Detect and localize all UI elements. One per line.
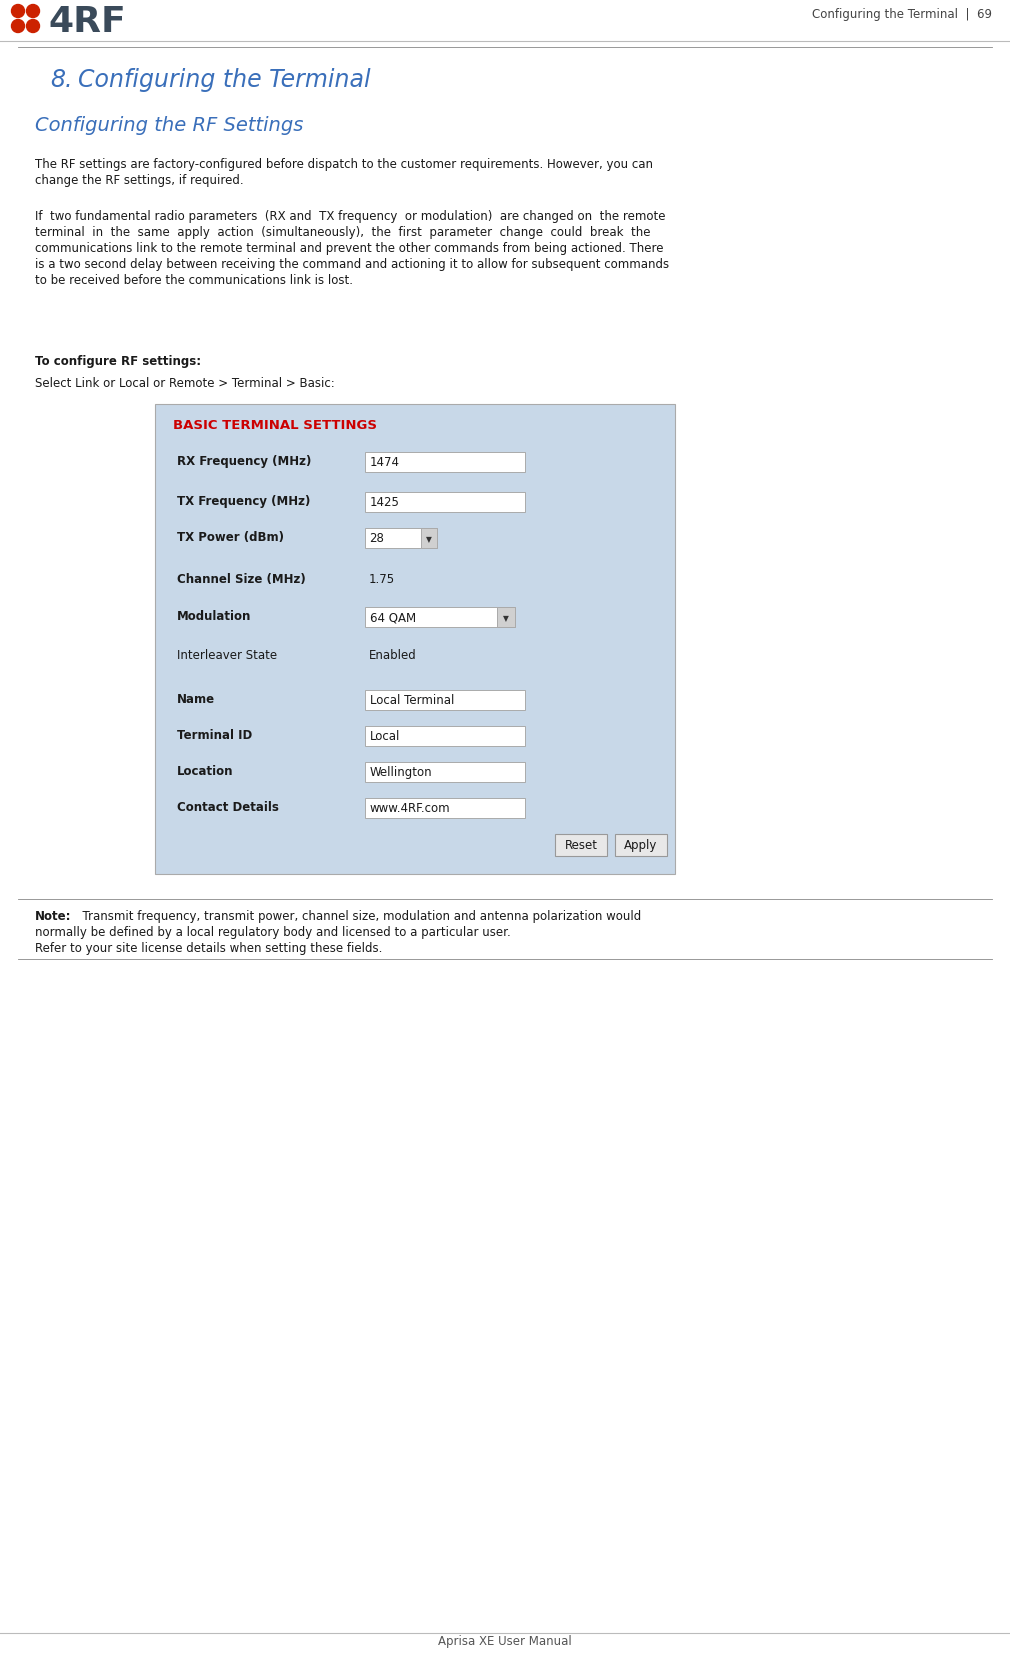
Text: ▼: ▼: [426, 535, 432, 544]
Circle shape: [11, 20, 24, 33]
Text: 8.: 8.: [50, 68, 73, 93]
Bar: [615, 834, 667, 857]
Text: ▼: ▼: [503, 614, 509, 624]
Circle shape: [26, 20, 39, 33]
Bar: [365, 493, 525, 513]
Text: Note:: Note:: [35, 910, 72, 922]
Text: normally be defined by a local regulatory body and licensed to a particular user: normally be defined by a local regulator…: [35, 925, 511, 938]
Text: Channel Size (MHz): Channel Size (MHz): [177, 573, 306, 586]
Text: Configuring the RF Settings: Configuring the RF Settings: [35, 116, 303, 136]
Bar: [365, 763, 525, 783]
Bar: [365, 798, 525, 819]
Text: Contact Details: Contact Details: [177, 801, 279, 814]
Text: The RF settings are factory-configured before dispatch to the customer requireme: The RF settings are factory-configured b…: [35, 157, 653, 170]
Text: Enabled: Enabled: [369, 649, 417, 662]
Text: communications link to the remote terminal and prevent the other commands from b: communications link to the remote termin…: [35, 242, 664, 255]
Text: If  two fundamental radio parameters  (RX and  TX frequency  or modulation)  are: If two fundamental radio parameters (RX …: [35, 210, 666, 223]
Text: 64 QAM: 64 QAM: [370, 611, 416, 624]
Circle shape: [11, 5, 24, 18]
Bar: [365, 607, 515, 627]
Text: TX Frequency (MHz): TX Frequency (MHz): [177, 495, 310, 508]
Text: Name: Name: [177, 692, 215, 705]
Text: 1425: 1425: [370, 496, 400, 510]
Bar: [421, 528, 437, 549]
Text: to be received before the communications link is lost.: to be received before the communications…: [35, 273, 353, 286]
Text: 4RF: 4RF: [48, 5, 126, 40]
Text: 28: 28: [369, 533, 384, 544]
Text: Refer to your site license details when setting these fields.: Refer to your site license details when …: [35, 942, 383, 955]
Text: Interleaver State: Interleaver State: [177, 649, 277, 662]
Text: Select Link or Local or Remote > Terminal > Basic:: Select Link or Local or Remote > Termina…: [35, 377, 334, 391]
Text: Apply: Apply: [624, 839, 658, 852]
Text: terminal  in  the  same  apply  action  (simultaneously),  the  first  parameter: terminal in the same apply action (simul…: [35, 225, 650, 238]
Text: Reset: Reset: [565, 839, 598, 852]
Text: Configuring the Terminal  |  69: Configuring the Terminal | 69: [812, 8, 992, 22]
Bar: [365, 528, 437, 549]
Bar: [365, 690, 525, 710]
Text: Modulation: Modulation: [177, 609, 251, 622]
Text: Terminal ID: Terminal ID: [177, 728, 252, 741]
Circle shape: [26, 5, 39, 18]
Bar: [497, 607, 515, 627]
Text: Configuring the Terminal: Configuring the Terminal: [78, 68, 371, 93]
Text: Transmit frequency, transmit power, channel size, modulation and antenna polariz: Transmit frequency, transmit power, chan…: [75, 910, 641, 922]
Text: Local Terminal: Local Terminal: [370, 693, 454, 707]
Text: is a two second delay between receiving the command and actioning it to allow fo: is a two second delay between receiving …: [35, 258, 669, 271]
Bar: [155, 405, 675, 874]
Text: Wellington: Wellington: [370, 766, 432, 780]
Text: 1.75: 1.75: [369, 573, 395, 586]
Text: 1474: 1474: [370, 457, 400, 470]
Text: Location: Location: [177, 765, 233, 778]
Text: www.4RF.com: www.4RF.com: [370, 803, 450, 814]
Bar: [365, 453, 525, 473]
Text: TX Power (dBm): TX Power (dBm): [177, 531, 284, 544]
Text: RX Frequency (MHz): RX Frequency (MHz): [177, 455, 311, 468]
Text: BASIC TERMINAL SETTINGS: BASIC TERMINAL SETTINGS: [173, 419, 377, 432]
Text: Local: Local: [370, 730, 400, 743]
Text: Aprisa XE User Manual: Aprisa XE User Manual: [438, 1635, 572, 1647]
Bar: [556, 834, 607, 857]
Text: To configure RF settings:: To configure RF settings:: [35, 354, 201, 367]
Bar: [365, 727, 525, 746]
Text: change the RF settings, if required.: change the RF settings, if required.: [35, 174, 243, 187]
